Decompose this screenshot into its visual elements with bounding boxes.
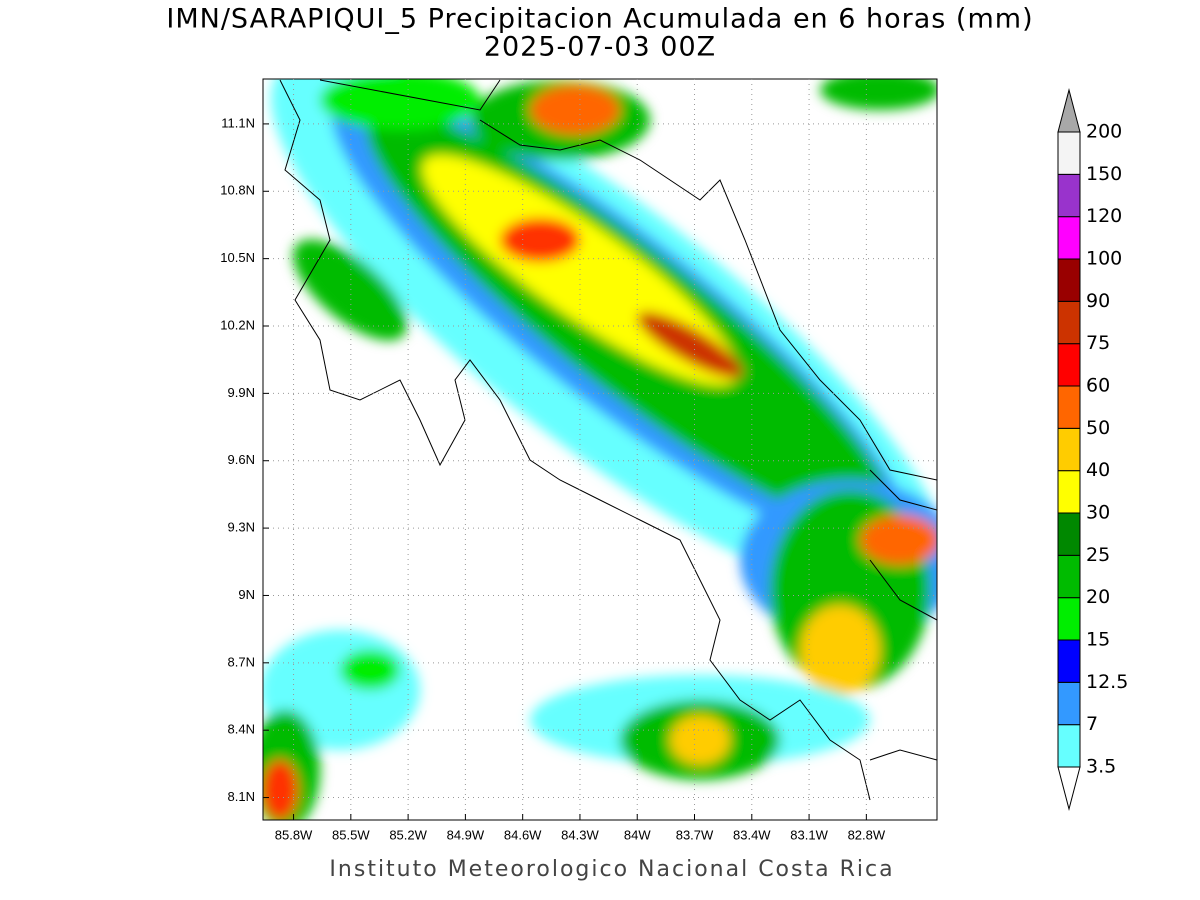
y-tick-label: 10.2N [220,317,255,332]
colorbar-label: 200 [1086,121,1122,143]
colorbar-label: 40 [1086,459,1110,481]
border [869,469,937,761]
x-tick-label: 84.9W [447,827,485,842]
colorbar-label: 150 [1086,163,1122,185]
map-subtitle: 2025-07-03 00Z [484,32,716,63]
y-tick-label: 8.7N [228,654,255,669]
y-tick-label: 9.3N [228,520,255,535]
y-tick-label: 9.6N [228,452,255,467]
y-tick-label: 8.1N [228,789,255,804]
colorbar-box [1057,216,1081,260]
precip-blob [860,515,937,565]
precip-blob [340,650,400,690]
plot-frame [262,78,938,821]
x-tick-label: 84.6W [504,827,542,842]
colorbar-label: 60 [1086,375,1110,397]
colorbar-box [1057,343,1081,387]
precip-blob [530,85,620,135]
colorbar-label: 50 [1086,417,1110,439]
colorbar-box [1057,258,1081,302]
y-tick-label: 11.1N [221,115,255,130]
colorbar-under-arrow [1057,766,1081,811]
precip-blob [500,218,580,262]
x-tick-label: 85.8W [275,827,313,842]
precip-blob [800,605,880,695]
y-tick-label: 10.8N [220,183,255,198]
colorbar-box [1057,724,1081,768]
y-tick-label: 10.5N [220,250,255,265]
colorbar-box [1057,512,1081,556]
colorbar-box [1057,639,1081,683]
colorbar-box [1057,681,1081,726]
x-tick-label: 83.4W [733,827,771,842]
colorbar-box [1057,173,1081,218]
x-tick-label: 83.1W [790,827,828,842]
colorbar-box [1057,427,1081,472]
colorbar-label: 90 [1086,290,1110,312]
colorbar-label: 25 [1086,544,1110,566]
precip-blob [820,79,937,110]
y-tick-label: 8.4N [228,722,255,737]
colorbar-over-arrow [1057,88,1081,133]
colorbar-label: 15 [1086,629,1110,651]
precip-blob [670,715,730,765]
colorbar-label: 7 [1086,713,1098,735]
colorbar-label: 30 [1086,502,1110,524]
colorbar-label: 3.5 [1086,756,1116,778]
x-tick-label: 84.3W [561,827,599,842]
y-tick-label: 9N [238,587,255,602]
map-title: IMN/SARAPIQUI_5 Precipitacion Acumulada … [166,4,1033,35]
x-tick-label: 84W [624,827,651,842]
precip-blobs [263,79,937,820]
credit: Instituto Meteorologico Nacional Costa R… [329,857,894,882]
colorbar-box [1057,300,1081,345]
x-tick-label: 85.2W [389,827,427,842]
colorbar-box [1057,554,1081,599]
precip-blob [263,760,298,820]
colorbar-box [1057,131,1081,175]
colorbar-label: 75 [1086,332,1110,354]
colorbar-label: 120 [1086,205,1122,227]
x-tick-label: 82.8W [848,827,886,842]
colorbar-label: 20 [1086,586,1110,608]
border [319,79,937,481]
colorbar-box [1057,470,1081,514]
colorbar-box [1057,385,1081,429]
y-tick-label: 9.9N [228,385,255,400]
x-tick-label: 85.5W [332,827,370,842]
precip-field [263,79,937,820]
precip-blob [320,79,480,130]
precip-blob [293,239,407,341]
colorbar-label: 12.5 [1086,671,1128,693]
precip-blob [637,311,743,379]
x-tick-label: 83.7W [676,827,714,842]
coastline [279,79,871,801]
colorbar-label: 100 [1086,248,1122,270]
colorbar-box [1057,597,1081,641]
